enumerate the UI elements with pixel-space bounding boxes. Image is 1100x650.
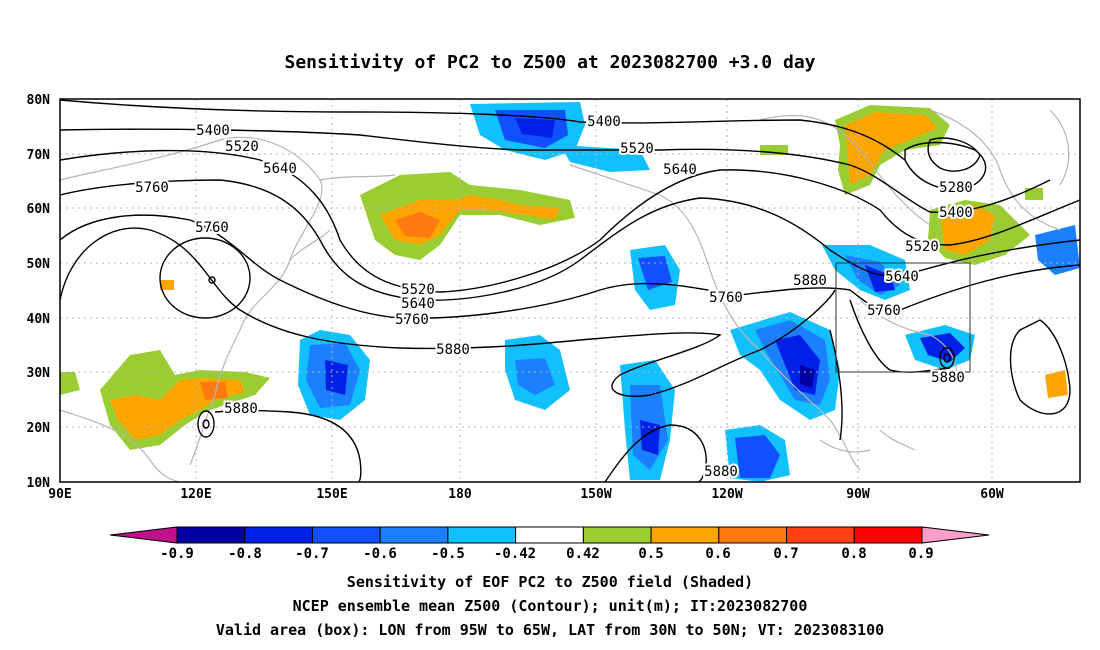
colorbar-swatch [311, 526, 381, 544]
contour-label: 5760 [867, 303, 901, 319]
map-panel: 5400 5520 5640 5760 5760 5520 5640 5760 … [27, 93, 1081, 502]
grid-lines [60, 99, 1080, 482]
lat-label: 10N [27, 476, 51, 491]
contour-label: 5280 [939, 180, 973, 196]
colorbar-label: 0.8 [841, 546, 866, 562]
figure-title: Sensitivity of PC2 to Z500 at 2023082700… [284, 52, 815, 73]
map-background [60, 99, 1080, 482]
colorbar-label: -0.5 [431, 546, 465, 562]
colorbar-swatch [176, 526, 246, 544]
colorbar-label: -0.42 [494, 546, 536, 562]
lon-label: 90W [846, 487, 870, 502]
colorbar-label: 0.6 [705, 546, 730, 562]
contour-label: 5520 [620, 141, 654, 157]
lat-label: 60N [27, 202, 51, 217]
colorbar-labels: -0.9 -0.8 -0.7 -0.6 -0.5 -0.42 0.42 0.5 … [160, 546, 934, 562]
latitude-labels: 80N 70N 60N 50N 40N 30N 20N 10N [27, 93, 51, 491]
colorbar-low-end [109, 526, 178, 544]
sensitivity-shading [60, 102, 1080, 482]
contour-label: 5400 [939, 205, 973, 221]
contour-label: 5640 [263, 161, 297, 177]
lon-label: 90E [48, 487, 71, 502]
contour-labels: 5400 5520 5640 5760 5760 5520 5640 5760 … [133, 112, 975, 482]
contour-label: 5520 [401, 282, 435, 298]
colorbar-label: 0.9 [908, 546, 933, 562]
contour-label: 5760 [709, 290, 743, 306]
contour-label: 5400 [196, 123, 230, 139]
lat-label: 20N [27, 421, 51, 436]
caption-line-3: Valid area (box): LON from 95W to 65W, L… [215, 621, 885, 639]
colorbar-label: 0.5 [638, 546, 663, 562]
contour-label: 5640 [885, 269, 919, 285]
colorbar-swatch [447, 526, 517, 544]
colorbar-label: 0.42 [566, 546, 600, 562]
contour-label: 5760 [395, 312, 429, 328]
colorbar: -0.9 -0.8 -0.7 -0.6 -0.5 -0.42 0.42 0.5 … [109, 526, 990, 562]
lon-label: 150W [580, 487, 611, 502]
colorbar-label: -0.6 [363, 546, 397, 562]
caption-line-1: Sensitivity of EOF PC2 to Z500 field (Sh… [346, 573, 754, 591]
contour-label: 5760 [135, 180, 169, 196]
contour-label: 5880 [224, 401, 258, 417]
contour-label: 5760 [195, 220, 229, 236]
map-border [59, 98, 1081, 483]
contour-label: 5520 [225, 139, 259, 155]
contour-label: 5400 [587, 114, 621, 130]
contour-label: 5880 [793, 273, 827, 289]
lat-label: 80N [27, 93, 51, 108]
coastlines [60, 109, 1070, 482]
lat-label: 50N [27, 257, 51, 272]
contour-label: 5640 [401, 296, 435, 312]
colorbar-label: 0.7 [773, 546, 798, 562]
contour-label: 5640 [663, 162, 697, 178]
colorbar-label: -0.7 [295, 546, 329, 562]
contour-label: 5880 [931, 370, 965, 386]
colorbar-swatch [244, 526, 313, 544]
colorbar-swatch [515, 526, 584, 544]
colorbar-swatch [853, 526, 923, 544]
contour-label: 5880 [436, 342, 470, 358]
colorbar-label: -0.8 [228, 546, 262, 562]
colorbar-swatch [786, 526, 855, 544]
longitude-labels: 90E 120E 150E 180 150W 120W 90W 60W [48, 487, 1004, 502]
colorbar-label: -0.9 [160, 546, 194, 562]
lat-label: 40N [27, 312, 51, 327]
colorbar-swatch [582, 526, 652, 544]
lat-label: 70N [27, 148, 51, 163]
lon-label: 60W [980, 487, 1004, 502]
lon-label: 150E [316, 487, 347, 502]
contour-label: 5880 [704, 464, 738, 480]
colorbar-high-end [921, 526, 990, 544]
colorbar-swatch [379, 526, 449, 544]
colorbar-swatch [650, 526, 720, 544]
caption-line-2: NCEP ensemble mean Z500 (Contour); unit(… [292, 597, 808, 615]
valid-area-box [835, 262, 971, 373]
lon-label: 120W [711, 487, 742, 502]
lon-label: 120E [180, 487, 211, 502]
z500-contours [60, 99, 1080, 482]
lat-label: 30N [27, 366, 51, 381]
contour-label: 5520 [905, 239, 939, 255]
lon-label: 180 [448, 487, 472, 502]
colorbar-swatch [718, 526, 788, 544]
